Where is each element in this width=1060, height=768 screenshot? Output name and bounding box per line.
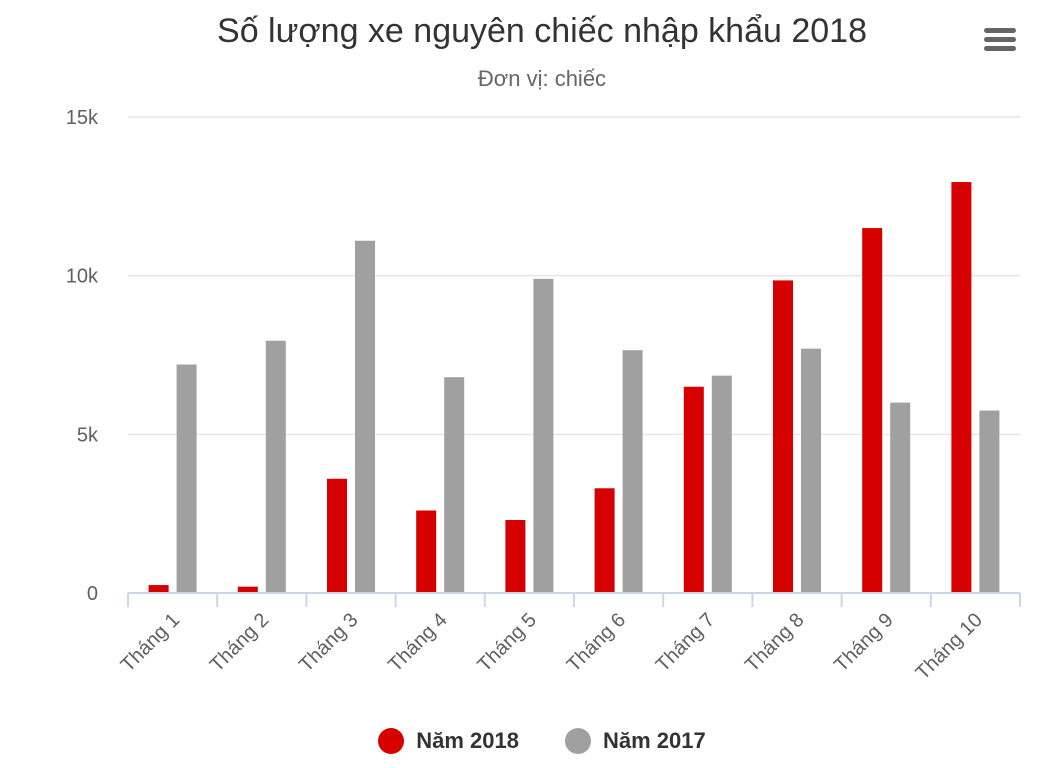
bar-2017-2[interactable] <box>265 340 286 593</box>
x-tick-label: Tháng 9 <box>830 609 897 676</box>
bar-2018-5[interactable] <box>505 520 526 593</box>
chart-title: Số lượng xe nguyên chiếc nhập khẩu 2018 <box>217 12 867 50</box>
bar-2017-3[interactable] <box>355 240 375 593</box>
bar-2018-8[interactable] <box>773 280 793 593</box>
bar-2018-6[interactable] <box>594 488 615 593</box>
hamburger-menu-icon-bar <box>984 37 1016 42</box>
bar-2018-7[interactable] <box>683 386 704 593</box>
legend-label-2017: Năm 2017 <box>603 728 706 753</box>
hamburger-menu-icon <box>984 28 1016 33</box>
legend-item-2018[interactable]: Năm 2018 <box>378 728 519 754</box>
chart-menu-button[interactable] <box>976 22 1024 58</box>
chart-legend: Năm 2018 Năm 2017 <box>0 728 1060 754</box>
bar-2018-1[interactable] <box>148 585 169 593</box>
bar-2018-2[interactable] <box>237 586 258 593</box>
bar-2017-1[interactable] <box>176 364 197 593</box>
x-tick-label: Tháng 6 <box>563 609 630 676</box>
y-tick-label: 15k <box>66 107 99 129</box>
bar-2018-10[interactable] <box>951 182 972 593</box>
x-tick-label: Tháng 4 <box>384 609 451 676</box>
x-tick-label: Tháng 8 <box>741 609 808 676</box>
bar-2017-9[interactable] <box>890 402 911 593</box>
x-tick-label: Tháng 1 <box>117 609 184 676</box>
chart-subtitle: Đơn vị: chiếc <box>477 66 607 91</box>
legend-swatch-2018 <box>378 728 405 754</box>
x-axis: Tháng 1 Tháng 2 Tháng 3 Tháng 4 Tháng 5 Tháng… <box>117 592 1021 684</box>
x-tick-label: Tháng 10 <box>912 609 987 684</box>
bar-2018-3[interactable] <box>327 478 347 593</box>
y-tick-label: 5k <box>77 424 99 446</box>
legend-swatch-2017 <box>565 728 591 754</box>
bar-2017-5[interactable] <box>533 278 554 593</box>
bar-2017-7[interactable] <box>711 375 732 593</box>
bar-2017-10[interactable] <box>979 410 1000 593</box>
x-tick-label: Tháng 7 <box>652 609 719 676</box>
x-tick-label: Tháng 5 <box>473 609 540 676</box>
grid-lines <box>128 116 1020 436</box>
bar-2017-6[interactable] <box>622 350 643 593</box>
y-tick-label: 10k <box>66 266 99 288</box>
x-tick-label: Tháng 2 <box>206 609 273 676</box>
y-axis-ticks: 0 5k 10k 15k <box>66 107 99 605</box>
bar-2017-4[interactable] <box>444 377 465 593</box>
x-tick-label: Tháng 3 <box>295 609 362 676</box>
legend-item-2017[interactable]: Năm 2017 <box>565 728 706 754</box>
bar-2018-9[interactable] <box>862 228 883 594</box>
y-tick-label: 0 <box>87 583 98 605</box>
hamburger-menu-icon-bar <box>984 46 1016 51</box>
bar-2018-4[interactable] <box>416 510 437 593</box>
bar-2017-8[interactable] <box>801 348 821 593</box>
legend-label-2018: Năm 2018 <box>416 728 519 753</box>
bars <box>148 182 1000 594</box>
